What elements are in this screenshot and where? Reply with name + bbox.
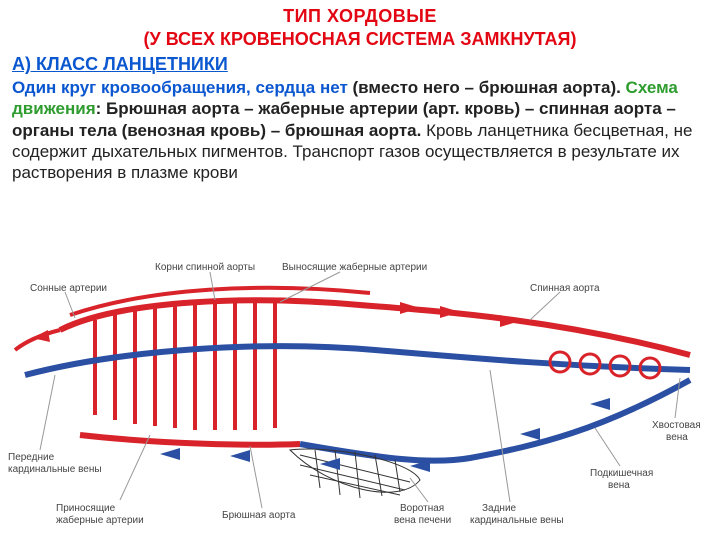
para-lead: Один круг кровообращения, сердца нет: [12, 78, 353, 97]
ventral-aorta: [80, 435, 300, 445]
cardinal-vein-upper: [25, 346, 690, 375]
subintestinal-vein: [300, 380, 690, 461]
diagram-label-l6b: жаберные артерии: [56, 515, 144, 526]
title-heading: ТИП ХОРДОВЫЕ: [0, 0, 720, 27]
diagram-label-l11: Хвостовая: [652, 420, 701, 431]
diagram-label-l10: Подкишечная: [590, 468, 653, 479]
diagram-label-l5b: кардинальные вены: [8, 464, 102, 475]
diagram-label-l4: Спинная аорта: [530, 283, 600, 294]
diagram-label-l7: Брюшная аорта: [222, 510, 295, 521]
diagram-label-l1: Сонные артерии: [30, 283, 107, 294]
subtitle-heading: (У ВСЕХ КРОВЕНОСНАЯ СИСТЕМА ЗАМКНУТАЯ): [0, 27, 720, 52]
carotid-artery: [15, 330, 60, 350]
diagram-label-l9b: кардинальные вены: [470, 515, 564, 526]
diagram-label-l10b: вена: [608, 480, 630, 491]
diagram-label-l5: Передние: [8, 452, 54, 463]
diagram-label-l2: Корни спинной аорты: [155, 262, 255, 273]
diagram-label-l8: Воротная: [400, 503, 444, 514]
page: ТИП ХОРДОВЫЕ (У ВСЕХ КРОВЕНОСНАЯ СИСТЕМА…: [0, 0, 720, 540]
lancelet-circulation-diagram: Сонные артерии Корни спинной аорты Выносящ…: [0, 260, 720, 540]
diagram-label-l9: Задние: [482, 503, 516, 514]
diagram-label-l8b: вена печени: [394, 515, 451, 526]
diagram-label-l3: Выносящие жаберные артерии: [282, 262, 427, 273]
body-paragraph: Один круг кровообращения, сердца нет (вм…: [0, 75, 720, 183]
diagram-label-l6: Приносящие: [56, 503, 115, 514]
para-bold1: (вместо него – брюшная аорта).: [353, 78, 626, 97]
diagram-label-l11b: вена: [666, 432, 688, 443]
section-heading: А) КЛАСС ЛАНЦЕТНИКИ: [0, 52, 720, 75]
diagram-svg: [0, 260, 720, 540]
efferent-branchial-arteries: [95, 301, 275, 430]
